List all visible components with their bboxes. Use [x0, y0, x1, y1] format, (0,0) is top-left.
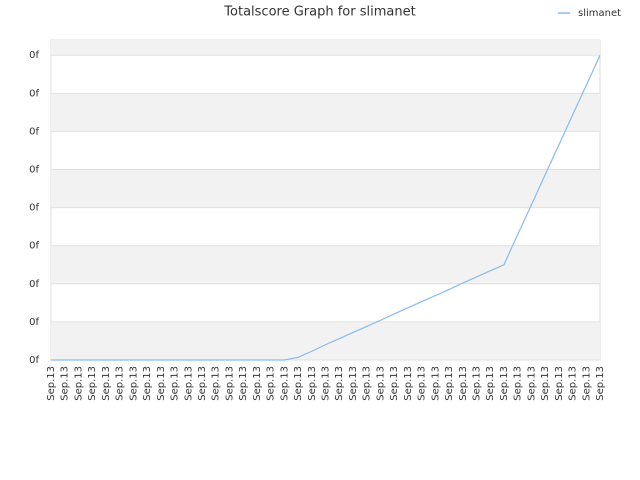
x-tick-label: Sep.13: [60, 366, 71, 401]
x-tick-label: Sep.13: [334, 366, 345, 401]
grid-band: [51, 245, 600, 284]
grid-band: [51, 40, 600, 56]
x-tick-label: Sep.13: [568, 366, 579, 401]
x-tick-label: Sep.13: [197, 366, 208, 401]
x-tick-label: Sep.13: [458, 366, 469, 401]
data-line: [51, 54, 601, 361]
y-tick-label: 0f: [29, 88, 39, 99]
x-tick-label: Sep.13: [238, 366, 249, 401]
x-tick-label: Sep.13: [513, 366, 524, 401]
x-tick-label: Sep.13: [417, 366, 428, 401]
x-tick-label: Sep.13: [46, 366, 57, 401]
x-tick-label: Sep.13: [403, 366, 414, 401]
legend-label: slimanet: [578, 8, 621, 19]
x-tick-label: Sep.13: [73, 366, 84, 401]
x-tick-label: Sep.13: [87, 366, 98, 401]
chart-title: Totalscore Graph for slimanet: [223, 5, 415, 20]
grid-band: [51, 169, 600, 208]
y-tick-label: 0f: [29, 203, 39, 214]
x-tick-label: Sep.13: [526, 366, 537, 401]
y-tick-label: 0f: [29, 241, 39, 252]
y-tick-label: 0f: [29, 317, 39, 328]
x-tick-label: Sep.13: [471, 366, 482, 401]
x-tick-label: Sep.13: [266, 366, 277, 401]
y-tick-label: 0f: [29, 126, 39, 137]
x-tick-label: Sep.13: [321, 366, 332, 401]
x-tick-label: Sep.13: [142, 366, 153, 401]
x-tick-label: Sep.13: [595, 366, 606, 401]
y-tick-label: 0f: [29, 50, 39, 61]
grid-band: [51, 93, 600, 132]
y-tick-label: 0f: [29, 165, 39, 176]
x-tick-label: Sep.13: [279, 366, 290, 401]
x-tick-label: Sep.13: [554, 366, 565, 401]
x-tick-label: Sep.13: [581, 366, 592, 401]
x-tick-label: Sep.13: [293, 366, 304, 401]
grid-band: [51, 321, 600, 360]
x-tick-label: Sep.13: [444, 366, 455, 401]
x-tick-label: Sep.13: [211, 366, 222, 401]
x-tick-label: Sep.13: [224, 366, 235, 401]
x-tick-label: Sep.13: [348, 366, 359, 401]
x-tick-label: Sep.13: [375, 366, 386, 401]
y-tick-label: 0f: [29, 279, 39, 290]
x-tick-label: Sep.13: [128, 366, 139, 401]
x-tick-label: Sep.13: [115, 366, 126, 401]
x-tick-label: Sep.13: [183, 366, 194, 401]
x-tick-label: Sep.13: [540, 366, 551, 401]
x-tick-label: Sep.13: [156, 366, 167, 401]
x-tick-label: Sep.13: [389, 366, 400, 401]
x-tick-label: Sep.13: [362, 366, 373, 401]
x-tick-label: Sep.13: [170, 366, 181, 401]
y-tick-label: 0f: [29, 355, 39, 366]
x-tick-label: Sep.13: [252, 366, 263, 401]
x-tick-label: Sep.13: [101, 366, 112, 401]
x-tick-label: Sep.13: [430, 366, 441, 401]
x-tick-label: Sep.13: [485, 366, 496, 401]
x-tick-label: Sep.13: [499, 366, 510, 401]
x-tick-label: Sep.13: [307, 366, 318, 401]
